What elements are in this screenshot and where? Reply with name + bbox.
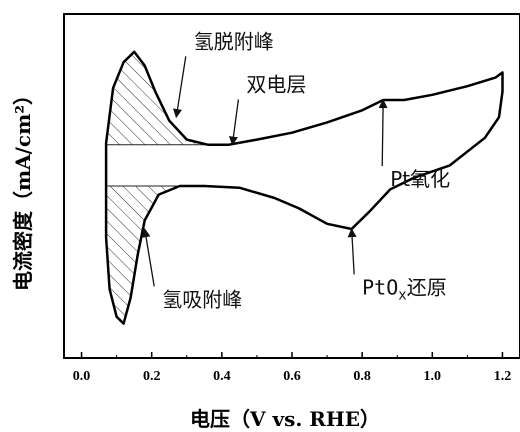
annotation-arrow — [141, 228, 155, 287]
x-tick-label: 0.8 — [353, 369, 371, 384]
x-tick-label: 1.0 — [424, 369, 442, 384]
x-tick-label: 0.0 — [73, 369, 91, 384]
cv-curve — [104, 50, 504, 325]
annotation-arrow — [228, 99, 240, 146]
x-tick-label: 0.4 — [213, 369, 231, 384]
x-tick-label: 0.2 — [143, 369, 161, 384]
annotation-arrow — [173, 56, 187, 119]
annotation-label: PtOx还原 — [362, 275, 447, 303]
annotation-label: 双电层 — [246, 72, 306, 96]
annotation-arrow — [378, 99, 388, 167]
annotation-label: 氢脱附峰 — [194, 29, 274, 53]
x-axis-ticks: 0.0 0.2 0.4 0.6 0.8 1.0 1.2 — [73, 352, 511, 384]
y-axis-title: 电流密度（mA/cm²） — [11, 85, 35, 291]
cv-curve-group — [104, 50, 504, 325]
annotation-arrow — [347, 228, 357, 275]
hatch-region-adsorption — [106, 186, 205, 324]
x-axis-title: 电压（V vs. RHE） — [190, 407, 380, 431]
annotation-label: Pt氧化 — [390, 167, 450, 191]
hatch-region-desorption — [106, 51, 208, 204]
x-tick-label: 1.2 — [494, 369, 512, 384]
annotation-label: 氢吸附峰 — [162, 287, 242, 311]
x-tick-label: 0.6 — [283, 369, 301, 384]
